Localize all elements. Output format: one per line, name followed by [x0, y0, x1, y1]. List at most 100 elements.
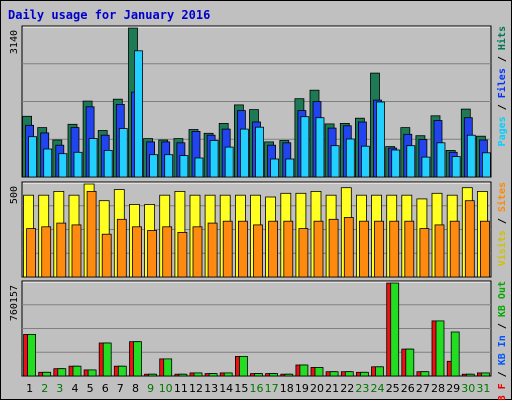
panel-legend: KB F / KB In / KB Out	[497, 281, 508, 400]
x-axis-day-labels: 1 2 3 4 5 6 7 8 9 10 11 12 13 14 15 16 17 18 19 20 21 22 23 24 2…	[26, 382, 490, 395]
bar-kb-out-day-27	[420, 371, 430, 377]
y-max-label: 760157	[9, 285, 20, 321]
bar-pages-day-15	[239, 128, 249, 178]
bar-pages-day-1	[28, 136, 38, 178]
bar-pages-day-2	[43, 148, 53, 178]
bar-pages-day-7	[118, 128, 128, 178]
bar-sites-day-23	[358, 220, 369, 278]
bar-pages-day-5	[88, 138, 98, 178]
bar-sites-day-7	[116, 218, 127, 278]
bar-sites-day-8	[132, 226, 142, 278]
bar-kb-out-day-2	[42, 371, 52, 377]
bar-kb-out-day-28	[435, 320, 445, 377]
bar-kb-out-day-15	[238, 355, 248, 377]
bar-sites-day-18	[283, 220, 294, 278]
legend-entry: /	[497, 317, 508, 335]
bar-sites-day-22	[343, 217, 354, 278]
bar-sites-day-9	[147, 230, 158, 278]
day-label-6: 6	[102, 382, 109, 395]
bar-sites-day-4	[71, 224, 82, 278]
day-label-27: 27	[416, 382, 430, 395]
bar-pages-day-8	[134, 50, 143, 178]
bar-pages-day-29	[451, 156, 461, 178]
bar-sites-day-15	[237, 220, 248, 278]
bar-kb-out-day-12	[193, 372, 203, 377]
legend-entry: Sites	[496, 182, 508, 212]
bar-pages-day-28	[436, 142, 446, 178]
panel-bottom: 760157 KB F / KB In / KB Out	[9, 280, 508, 400]
bar-pages-day-21	[330, 145, 340, 178]
bar-sites-day-25	[389, 220, 400, 278]
panel-middle: 500 Visits / Sites	[9, 181, 508, 278]
bar-pages-day-4	[73, 151, 83, 178]
day-label-20: 20	[310, 382, 324, 395]
legend-entry: KB In	[497, 335, 508, 365]
bar-kb-out-day-22	[344, 371, 354, 377]
bar-pages-day-18	[285, 158, 295, 178]
bar-pages-day-13	[209, 140, 219, 178]
chart-panels: 3140 Pages / Files / Hits 500 Visits / Site…	[9, 25, 508, 400]
y-max-label: 3140	[9, 30, 20, 54]
bar-sites-day-29	[449, 220, 460, 278]
bar-sites-day-3	[56, 222, 67, 278]
bar-kb-out-day-5	[87, 369, 97, 377]
bar-pages-day-25	[391, 149, 401, 178]
day-label-11: 11	[174, 382, 188, 395]
legend-entry: /	[497, 212, 508, 230]
legend-entry: Visits	[496, 230, 508, 266]
bar-pages-day-6	[103, 149, 113, 178]
legend-entry: /	[497, 365, 508, 383]
bar-pages-day-12	[194, 157, 204, 178]
bar-pages-day-14	[224, 146, 234, 178]
legend-entry: Hits	[496, 26, 508, 50]
day-label-8: 8	[132, 382, 139, 395]
bar-kb-out-day-3	[57, 368, 67, 377]
bar-kb-out-day-24	[375, 366, 384, 377]
bar-sites-day-16	[253, 224, 263, 278]
day-label-3: 3	[56, 382, 63, 395]
bar-kb-out-day-1	[27, 333, 37, 377]
bar-kb-out-day-14	[223, 372, 233, 377]
bar-pages-day-23	[360, 145, 370, 178]
bar-kb-out-day-31	[480, 372, 490, 377]
day-label-13: 13	[204, 382, 218, 395]
day-label-30: 30	[461, 382, 475, 395]
bar-kb-out-day-11	[178, 373, 188, 377]
bar-pages-day-30	[466, 134, 476, 178]
bar-sites-day-11	[177, 231, 188, 278]
day-label-12: 12	[189, 382, 203, 395]
bar-pages-day-31	[481, 152, 491, 178]
bar-pages-day-27	[421, 156, 431, 178]
series-sites	[26, 190, 490, 278]
bar-pages-day-11	[179, 155, 189, 178]
bar-sites-day-31	[479, 220, 490, 278]
day-label-2: 2	[41, 382, 48, 395]
day-label-9: 9	[147, 382, 154, 395]
bar-kb-out-day-29	[450, 331, 460, 377]
bar-pages-day-17	[270, 158, 280, 178]
day-label-1: 1	[26, 382, 33, 395]
day-label-17: 17	[265, 382, 279, 395]
day-label-5: 5	[87, 382, 94, 395]
bar-pages-day-22	[345, 138, 355, 178]
bar-pages-day-3	[58, 153, 68, 178]
day-label-24: 24	[371, 382, 385, 395]
day-label-16: 16	[250, 382, 264, 395]
y-max-label: 500	[9, 186, 20, 204]
bar-pages-day-10	[164, 154, 174, 178]
bar-pages-day-19	[300, 116, 310, 178]
day-label-10: 10	[159, 382, 173, 395]
bar-sites-day-26	[404, 220, 415, 278]
day-label-7: 7	[117, 382, 124, 395]
bar-sites-day-28	[434, 224, 445, 278]
bar-kb-out-day-8	[133, 341, 142, 377]
series-pages	[28, 50, 491, 178]
series-kb-out	[27, 282, 490, 377]
bar-kb-out-day-26	[405, 348, 415, 377]
bar-pages-day-24	[376, 101, 385, 178]
day-label-31: 31	[476, 382, 490, 395]
bar-kb-out-day-18	[284, 373, 294, 377]
bar-sites-day-14	[222, 220, 233, 278]
day-label-26: 26	[401, 382, 415, 395]
